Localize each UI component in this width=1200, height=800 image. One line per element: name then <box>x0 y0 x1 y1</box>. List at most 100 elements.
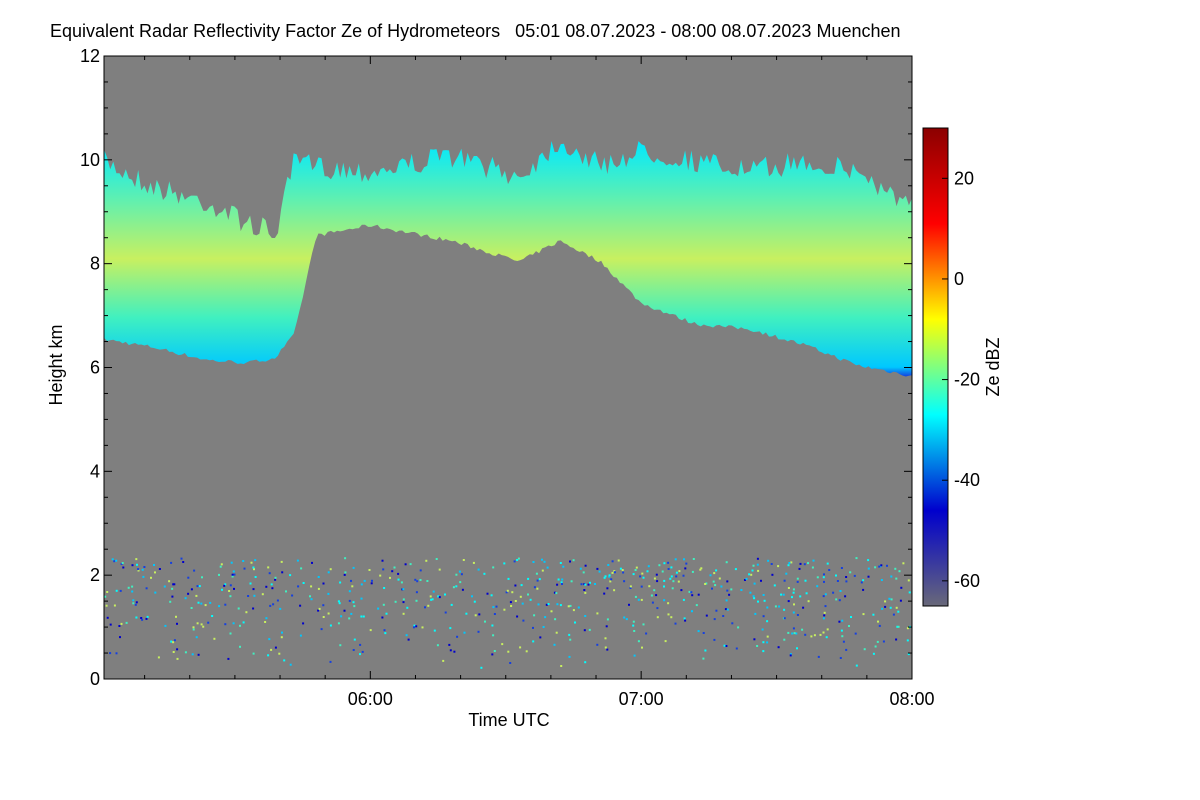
clutter-pixel <box>880 564 883 567</box>
clutter-pixel <box>245 611 248 614</box>
clutter-pixel <box>391 570 394 573</box>
clutter-pixel <box>714 584 717 587</box>
clutter-pixel <box>119 636 121 639</box>
colorbar-tick-label: 20 <box>954 168 974 188</box>
clutter-pixel <box>799 595 802 598</box>
clutter-pixel <box>667 602 670 605</box>
clutter-pixel <box>510 605 513 607</box>
clutter-pixel <box>704 583 707 585</box>
clutter-pixel <box>699 568 702 571</box>
clutter-pixel <box>688 590 691 593</box>
clutter-pixel <box>561 578 564 581</box>
clutter-pixel <box>397 572 400 575</box>
clutter-pixel <box>461 588 464 591</box>
clutter-pixel <box>568 633 571 636</box>
clutter-pixel <box>651 601 654 604</box>
clutter-pixel <box>377 607 380 610</box>
clutter-pixel <box>544 616 547 619</box>
clutter-pixel <box>632 573 635 576</box>
clutter-pixel <box>329 624 332 627</box>
clutter-pixel <box>503 608 506 611</box>
clutter-pixel <box>744 579 746 581</box>
clutter-pixel <box>604 646 607 649</box>
clutter-pixel <box>191 653 194 656</box>
clutter-pixel <box>211 615 214 617</box>
clutter-pixel <box>787 564 790 567</box>
clutter-pixel <box>634 569 637 571</box>
clutter-pixel <box>603 576 606 579</box>
clutter-pixel <box>584 583 587 586</box>
clutter-pixel <box>535 572 538 575</box>
clutter-pixel <box>513 560 516 563</box>
clutter-pixel <box>171 595 174 598</box>
clutter-pixel <box>429 595 432 598</box>
clutter-pixel <box>611 571 614 574</box>
clutter-pixel <box>274 576 277 579</box>
clutter-pixel <box>888 597 891 600</box>
clutter-pixel <box>725 561 728 564</box>
clutter-pixel <box>541 558 543 561</box>
clutter-pixel <box>219 565 222 568</box>
clutter-pixel <box>158 568 161 570</box>
colorbar-ramp <box>922 127 949 607</box>
clutter-pixel <box>678 570 681 573</box>
clutter-pixel <box>525 650 528 653</box>
clutter-pixel <box>553 643 556 646</box>
clutter-pixel <box>572 559 575 562</box>
clutter-pixel <box>360 615 363 618</box>
clutter-pixel <box>880 579 883 581</box>
clutter-pixel <box>737 626 740 629</box>
clutter-pixel <box>560 665 563 667</box>
clutter-pixel <box>798 567 801 570</box>
clutter-pixel <box>465 612 468 615</box>
clutter-pixel <box>835 574 837 577</box>
clutter-pixel <box>807 562 809 565</box>
clutter-pixel <box>327 571 330 574</box>
clutter-pixel <box>713 638 716 641</box>
clutter-pixel <box>157 656 160 659</box>
clutter-pixel <box>823 573 825 576</box>
clutter-pixel <box>641 572 644 575</box>
clutter-pixel <box>172 583 175 586</box>
clutter-pixel <box>511 591 514 594</box>
clutter-pixel <box>170 640 173 643</box>
clutter-pixel <box>383 587 386 589</box>
clutter-pixel <box>892 613 895 616</box>
clutter-pixel <box>384 632 387 635</box>
clutter-pixel <box>509 601 512 604</box>
clutter-pixel <box>675 571 678 574</box>
clutter-pixel <box>455 573 458 576</box>
clutter-pixel <box>740 589 743 591</box>
clutter-pixel <box>753 597 756 600</box>
clutter-pixel <box>492 606 495 609</box>
clutter-pixel <box>491 624 494 627</box>
clutter-pixel <box>672 580 675 583</box>
clutter-pixel <box>268 572 271 575</box>
clutter-pixel <box>195 594 198 597</box>
clutter-pixel <box>811 566 814 569</box>
clutter-pixel <box>252 588 255 591</box>
clutter-pixel <box>840 567 843 569</box>
clutter-pixel <box>890 575 893 578</box>
clutter-pixel <box>213 637 216 640</box>
clutter-pixel <box>823 611 826 614</box>
clutter-pixel <box>237 607 240 610</box>
y-tick-label: 2 <box>90 565 100 585</box>
clutter-pixel <box>477 568 480 571</box>
clutter-pixel <box>792 588 795 591</box>
clutter-pixel <box>115 589 118 592</box>
clutter-pixel <box>402 588 405 591</box>
clutter-pixel <box>770 563 773 565</box>
clutter-pixel <box>841 635 844 638</box>
clutter-pixel <box>394 600 397 603</box>
clutter-pixel <box>757 600 759 603</box>
clutter-pixel <box>201 576 203 579</box>
clutter-pixel <box>437 595 440 598</box>
clutter-pixel <box>632 624 635 627</box>
clutter-pixel <box>632 620 635 623</box>
clutter-pixel <box>715 569 718 572</box>
clutter-pixel <box>713 572 716 575</box>
clutter-pixel <box>823 614 826 617</box>
clutter-pixel <box>896 625 899 628</box>
clutter-pixel <box>233 587 235 590</box>
